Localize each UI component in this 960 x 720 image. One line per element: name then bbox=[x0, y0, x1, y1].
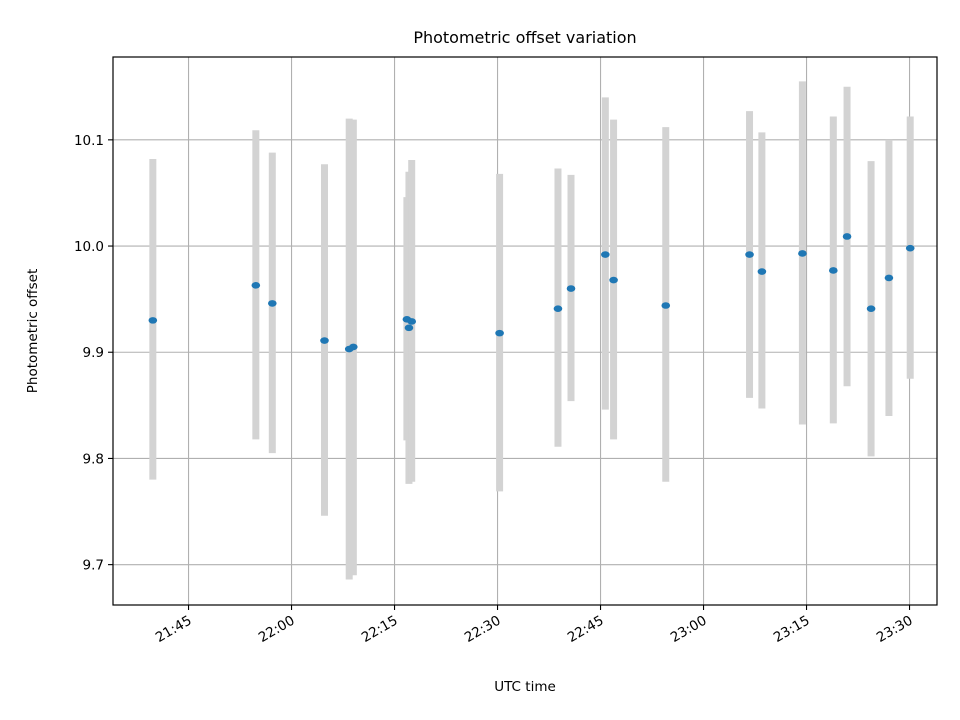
chart-title: Photometric offset variation bbox=[413, 28, 636, 47]
data-point bbox=[661, 302, 671, 309]
data-point bbox=[745, 251, 754, 258]
y-axis-label: Photometric offset bbox=[25, 269, 41, 393]
data-point bbox=[866, 305, 876, 312]
data-point bbox=[495, 329, 504, 337]
y-tick-label: 10.1 bbox=[74, 133, 104, 149]
data-point bbox=[404, 324, 414, 332]
y-tick-label: 9.8 bbox=[83, 451, 104, 467]
data-point bbox=[566, 285, 576, 292]
data-point bbox=[842, 233, 852, 240]
data-point bbox=[349, 343, 358, 351]
data-point bbox=[320, 337, 329, 344]
y-tick-label: 9.7 bbox=[83, 558, 104, 574]
data-point bbox=[553, 305, 563, 312]
data-point bbox=[829, 267, 838, 274]
data-point bbox=[757, 268, 767, 275]
data-points bbox=[148, 233, 915, 353]
y-tick-label: 10.0 bbox=[74, 239, 104, 255]
data-point bbox=[884, 274, 894, 282]
data-point bbox=[251, 282, 261, 289]
data-point bbox=[268, 300, 277, 307]
data-point bbox=[905, 244, 915, 252]
data-point bbox=[798, 250, 807, 257]
data-point bbox=[407, 318, 417, 325]
data-point bbox=[609, 276, 618, 284]
data-point bbox=[601, 251, 610, 258]
plot-frame bbox=[112, 56, 938, 606]
x-axis-label: UTC time bbox=[494, 679, 556, 695]
data-point bbox=[148, 317, 158, 324]
y-tick-label: 9.9 bbox=[83, 345, 104, 361]
